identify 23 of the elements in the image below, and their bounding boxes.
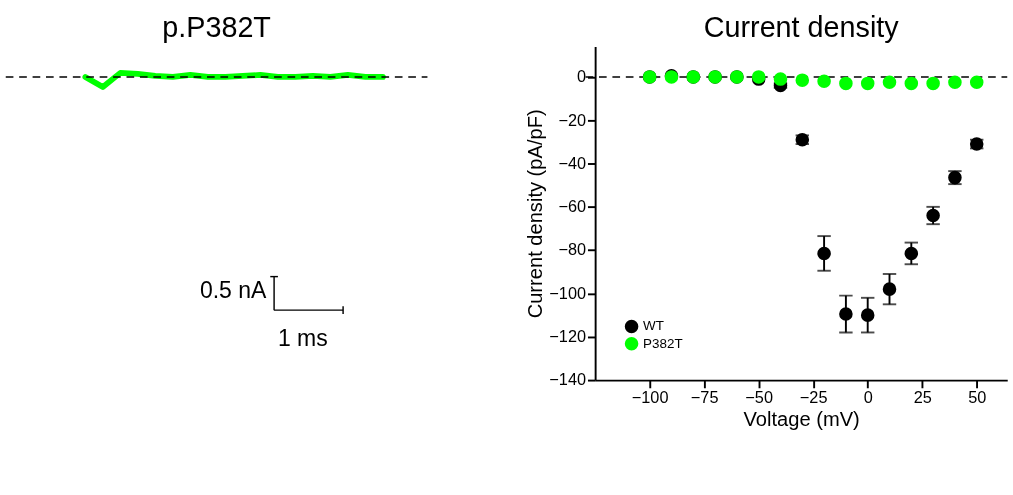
x-tick-label: 25	[913, 387, 932, 406]
y-tick-label: −60	[558, 197, 587, 216]
x-tick-label: 0	[863, 387, 873, 406]
x-tick-label: 50	[968, 387, 987, 406]
x-tick-label: −25	[799, 387, 828, 406]
y-tick-label: −80	[558, 240, 587, 259]
x-tick-label: −100	[631, 387, 669, 406]
y-tick-label: −140	[549, 370, 587, 389]
text: 0.5 nA	[199, 276, 268, 303]
text: 1 ms	[277, 324, 328, 351]
y-axis-title: Current density (pA/pF)	[523, 109, 546, 319]
y-tick-label: −100	[549, 283, 587, 302]
x-tick-label: −75	[690, 387, 719, 406]
legend-label: P382T	[643, 335, 683, 351]
x-tick-label: −50	[745, 387, 773, 406]
y-tick-label: −40	[558, 153, 587, 172]
y-tick-label: −20	[558, 110, 587, 129]
y-tick-label: 0	[576, 67, 587, 86]
legend-label: WT	[643, 318, 664, 334]
chart-title: p.P382T	[162, 11, 271, 44]
chart-title: Current density	[703, 11, 900, 44]
y-tick-label: −120	[549, 327, 587, 346]
x-axis-title: Voltage (mV)	[743, 407, 860, 430]
